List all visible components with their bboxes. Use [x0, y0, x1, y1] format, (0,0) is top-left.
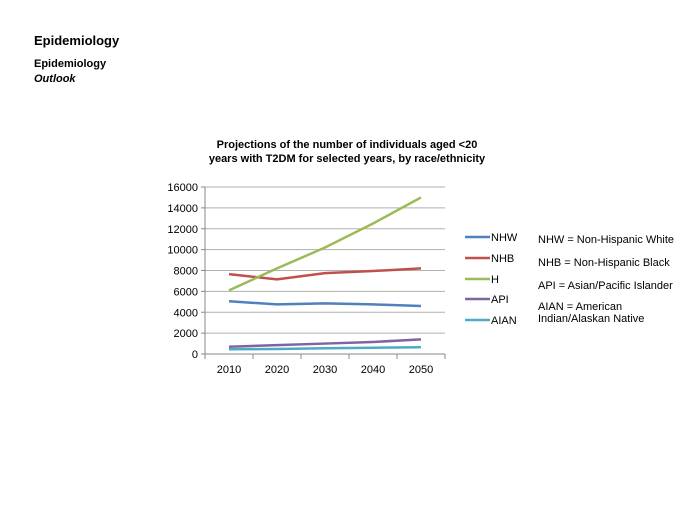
- abbreviation-nhb: NHB = Non-Hispanic Black: [538, 257, 670, 269]
- series-line-api: [228, 338, 422, 348]
- series-line-nhb: [228, 267, 422, 281]
- slide-title: Epidemiology: [34, 33, 120, 48]
- legend-label-h: H: [491, 274, 499, 286]
- series-line-nhw: [228, 300, 422, 308]
- x-tick-label: 2040: [361, 364, 385, 376]
- chart-title-line: years with T2DM for selected years, by r…: [209, 153, 486, 165]
- abbreviation-aian: AIAN = American Indian/Alaskan Native: [538, 301, 645, 325]
- series-line-aian: [228, 345, 422, 351]
- series-line-h: [228, 196, 422, 292]
- abbreviation-nhw: NHW = Non-Hispanic White: [538, 234, 675, 246]
- x-tick-label: 2010: [217, 364, 241, 376]
- chart-title-line: Projections of the number of individuals…: [217, 139, 478, 151]
- y-tick-label: 4000: [174, 307, 198, 319]
- y-tick-label: 16000: [167, 182, 198, 194]
- y-tick-label: 14000: [167, 203, 198, 215]
- y-tick-label: 10000: [167, 245, 198, 257]
- legend-label-api: API: [491, 294, 509, 306]
- x-tick-label: 2050: [409, 364, 433, 376]
- slide-subtitle-italic: Outlook: [34, 73, 76, 85]
- legend-label-nhb: NHB: [491, 253, 514, 265]
- x-tick-label: 2030: [313, 364, 337, 376]
- y-tick-label: 8000: [174, 266, 198, 278]
- legend-label-aian: AIAN: [491, 315, 517, 327]
- legend-label-nhw: NHW: [491, 232, 518, 244]
- slide-subtitle: Epidemiology: [34, 58, 107, 70]
- y-tick-label: 12000: [167, 224, 198, 236]
- y-tick-label: 2000: [174, 328, 198, 340]
- abbreviation-api: API = Asian/Pacific Islander: [538, 280, 673, 292]
- y-tick-label: 0: [192, 349, 198, 361]
- y-tick-label: 6000: [174, 286, 198, 298]
- x-tick-label: 2020: [265, 364, 289, 376]
